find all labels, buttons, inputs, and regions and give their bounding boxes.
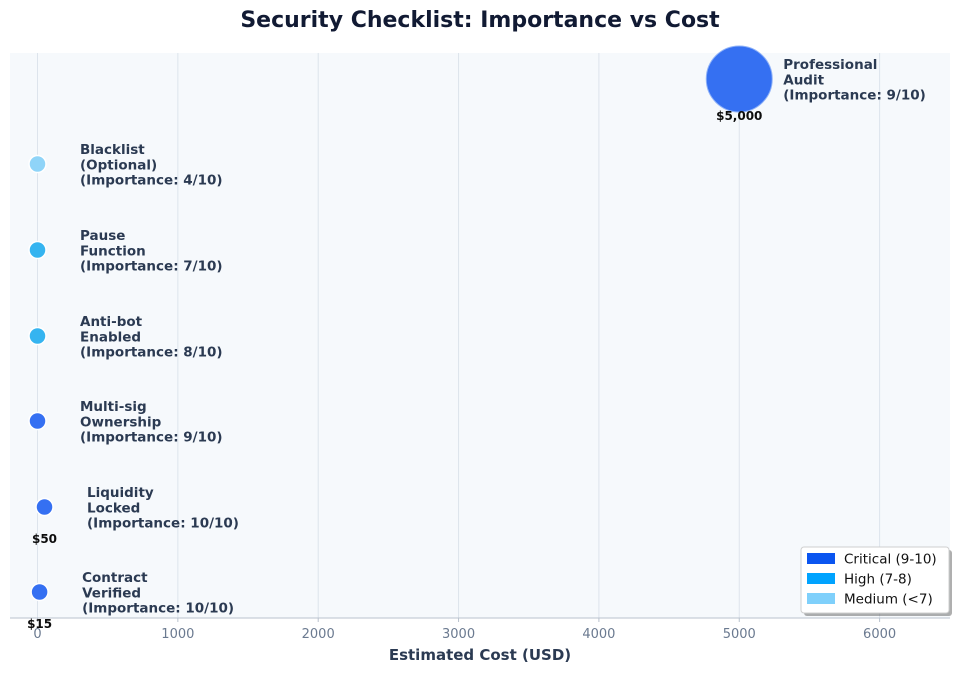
data-point-label: Blacklist	[80, 142, 145, 158]
x-tick-label: 0	[33, 627, 41, 642]
x-tick-label: 6000	[863, 627, 896, 642]
data-point-marker	[28, 326, 47, 346]
legend-swatch	[807, 573, 835, 584]
data-point-label: (Optional)	[80, 157, 157, 173]
data-point-label: (Importance: 9/10)	[80, 430, 223, 446]
data-point-label: (Importance: 4/10)	[80, 173, 223, 189]
data-point-label: Verified	[82, 585, 141, 601]
data-point-label: Professional	[783, 57, 877, 73]
data-point-label: Enabled	[80, 329, 141, 345]
data-point-label: (Importance: 10/10)	[87, 516, 239, 532]
data-point-label: (Importance: 10/10)	[82, 601, 234, 617]
data-point-label: (Importance: 7/10)	[80, 259, 223, 275]
data-point-cost-label: $15	[27, 617, 52, 631]
data-point-marker	[28, 154, 47, 174]
x-tick-label: 1000	[161, 627, 194, 642]
data-point-cost-label: $50	[32, 532, 57, 546]
data-point-label: Pause	[80, 228, 125, 244]
data-point-label: Anti-bot	[80, 314, 143, 330]
data-point-label: (Importance: 9/10)	[783, 88, 926, 104]
legend-swatch	[807, 553, 835, 564]
legend-box	[800, 546, 950, 614]
data-point-marker	[35, 497, 54, 517]
data-point-marker	[30, 582, 49, 602]
data-point-label: Liquidity	[87, 485, 154, 501]
legend-label: Critical (9-10)	[844, 552, 937, 568]
x-axis-ticks: 0 1000 2000 3000 4000 5000 6000	[33, 618, 896, 642]
legend: Critical (9-10) High (7-8) Medium (<7)	[800, 546, 952, 616]
data-point-label: Contract	[82, 570, 148, 586]
data-point-group: Blacklist(Optional)(Importance: 4/10)	[28, 142, 223, 189]
data-point-label: Function	[80, 243, 146, 259]
chart-title: Security Checklist: Importance vs Cost	[240, 8, 720, 33]
x-tick-label: 2000	[302, 627, 335, 642]
data-point-marker	[705, 45, 773, 113]
legend-label: Medium (<7)	[844, 592, 933, 608]
x-tick-label: 4000	[582, 627, 615, 642]
data-point-label: Ownership	[80, 414, 162, 430]
data-point-cost-label: $5,000	[716, 109, 762, 123]
data-point-marker	[28, 411, 47, 431]
legend-items: Critical (9-10) High (7-8) Medium (<7)	[807, 552, 937, 608]
data-point-label: Multi-sig	[80, 399, 147, 415]
plot-area	[10, 53, 950, 618]
grid	[37, 53, 881, 618]
x-axis-label: Estimated Cost (USD)	[389, 646, 571, 664]
data-point-label: Audit	[783, 72, 824, 88]
data-point-marker	[28, 240, 47, 260]
legend-swatch	[807, 593, 835, 604]
data-point-label: (Importance: 8/10)	[80, 345, 223, 361]
data-point-label: Locked	[87, 500, 140, 516]
legend-label: High (7-8)	[844, 572, 912, 588]
x-tick-label: 5000	[723, 627, 756, 642]
x-tick-label: 3000	[442, 627, 475, 642]
